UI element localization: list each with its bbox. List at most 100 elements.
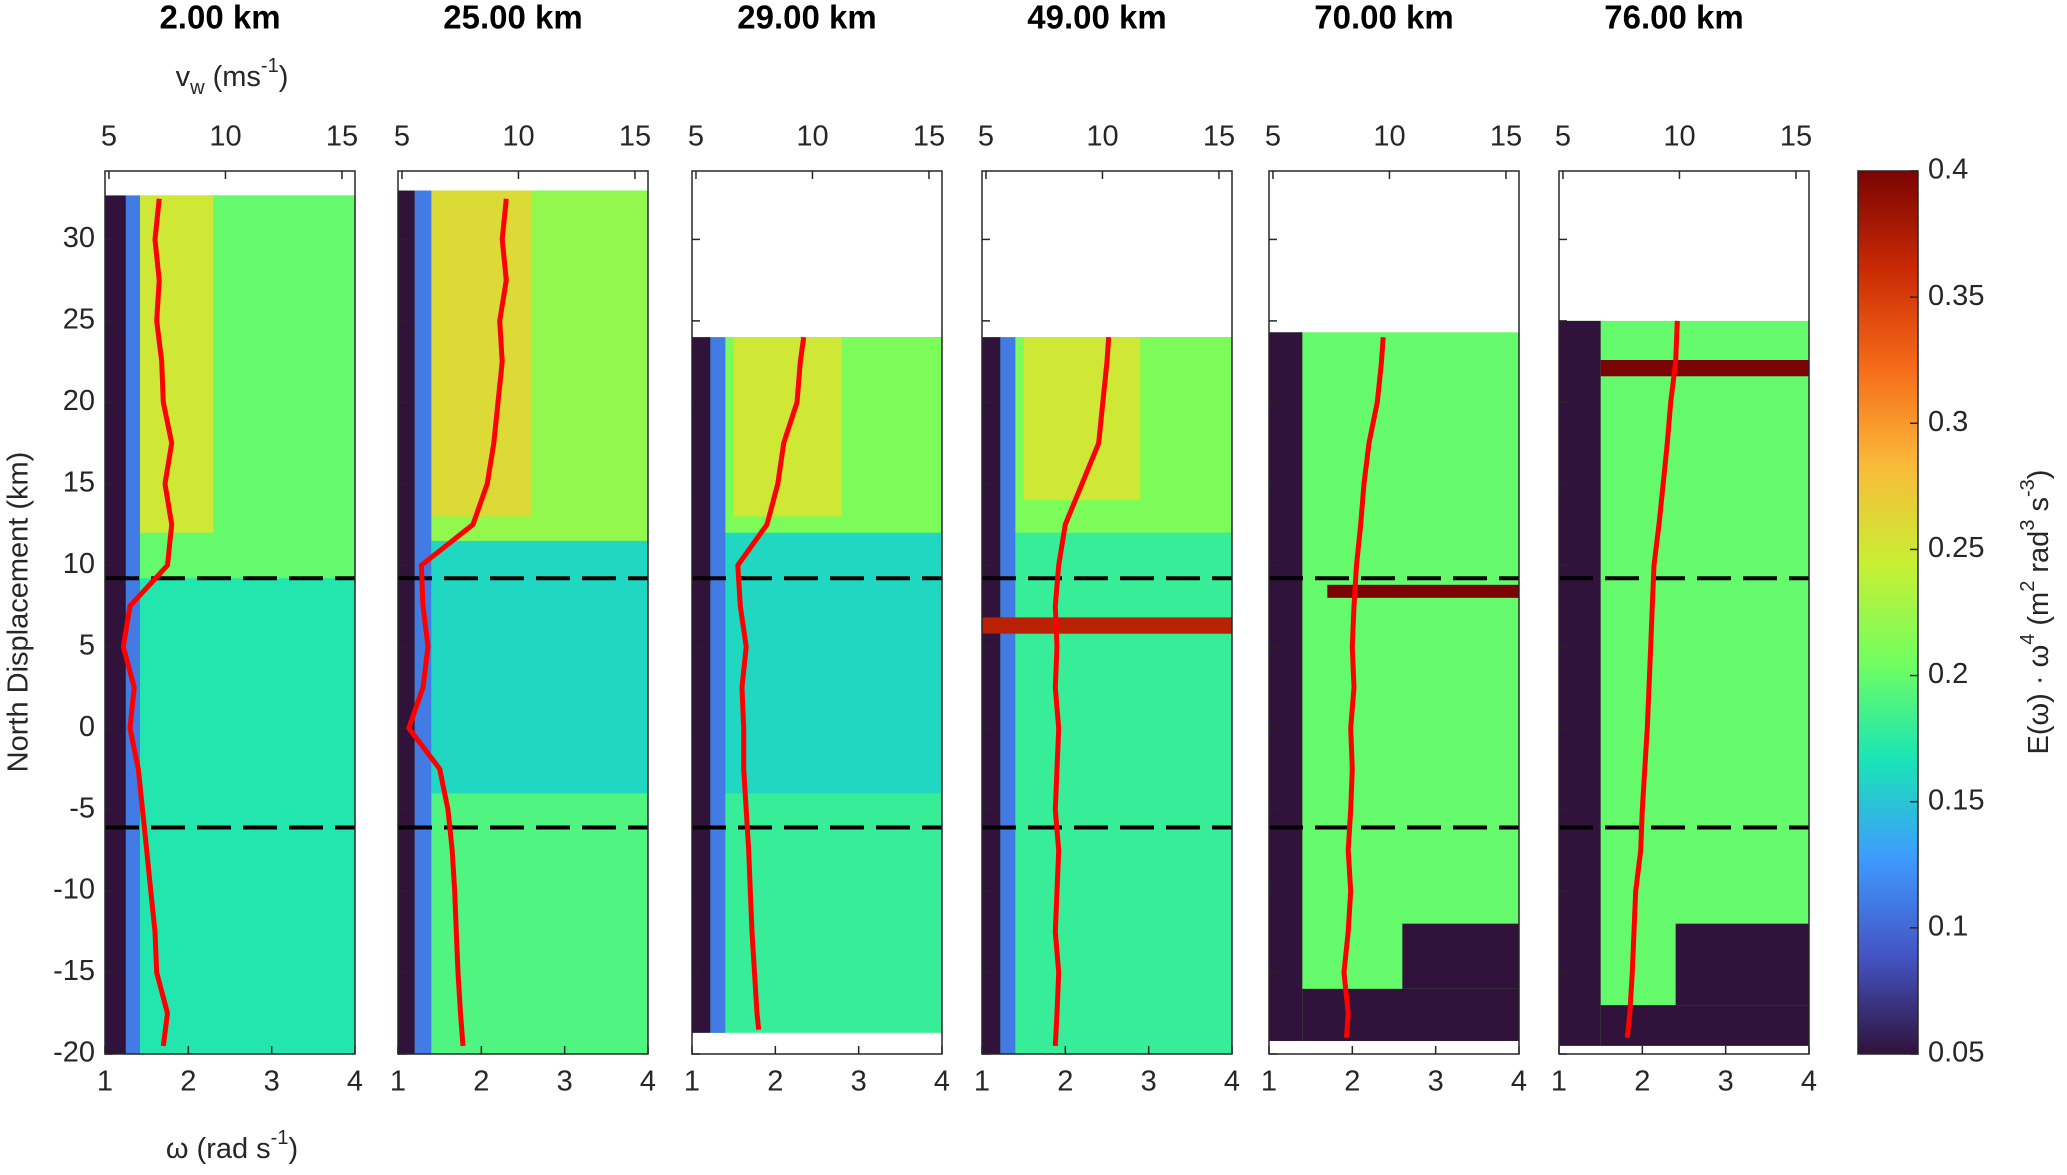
panel <box>1269 332 1519 1041</box>
label-part: (ms <box>205 61 261 93</box>
x-tick-label: 4 <box>934 1066 950 1098</box>
label-part: (m <box>2023 592 2055 634</box>
frame <box>104 170 356 1055</box>
x-tick-label: 3 <box>557 1066 573 1098</box>
x-tick-label: 1 <box>684 1066 700 1098</box>
y-tick-label: 30 <box>63 222 95 254</box>
x2-tick-label: 10 <box>1373 121 1405 153</box>
label-part: ) <box>288 1133 298 1165</box>
x-tick-label: 2 <box>180 1066 196 1098</box>
heat-zone <box>1675 923 1809 1006</box>
x2-tick-label: 5 <box>394 121 410 153</box>
x2-tick-label: 15 <box>913 121 945 153</box>
panel-title: 29.00 km <box>737 0 876 36</box>
heat-zone <box>398 190 415 1054</box>
colorbar-tick-label: 0.35 <box>1928 280 1984 312</box>
x-tick-label: 2 <box>1634 1066 1650 1098</box>
wind-line <box>406 198 509 1047</box>
y-tick-label: -15 <box>53 955 95 987</box>
label-part: E(ω) · ω <box>2023 645 2055 755</box>
panel-title: 25.00 km <box>443 0 582 36</box>
label-part: w <box>189 77 205 99</box>
heat-zone <box>1327 584 1519 598</box>
x2-tick-label: 15 <box>1490 121 1522 153</box>
colorbar-tick-label: 0.1 <box>1928 911 1968 943</box>
frame <box>397 170 649 1055</box>
frame <box>981 170 1233 1055</box>
x-tick-label: 1 <box>1551 1066 1567 1098</box>
heat-zone <box>710 337 726 1033</box>
colorbar-tick-label: 0.25 <box>1928 532 1984 564</box>
heat-zone <box>431 190 532 517</box>
heat-zone <box>982 617 1232 634</box>
heat-zone <box>1600 1005 1809 1046</box>
x2-tick-label: 15 <box>326 121 358 153</box>
panel-title: 70.00 km <box>1314 0 1453 36</box>
y-axis-label: North Displacement (km) <box>3 452 35 773</box>
label-part: v <box>176 61 191 93</box>
x2-tick-label: 15 <box>619 121 651 153</box>
y-tick-label: 15 <box>63 466 95 498</box>
colorbar-tick-label: 0.05 <box>1928 1037 1984 1069</box>
panel <box>982 337 1232 1054</box>
y-tick-label: -10 <box>53 874 95 906</box>
x2-tick-label: 10 <box>1086 121 1118 153</box>
x-tick-label: 3 <box>851 1066 867 1098</box>
y-tick-label: -20 <box>53 1037 95 1069</box>
heat-zone <box>105 195 126 1054</box>
wind-line <box>1341 337 1386 1038</box>
y-tick-label: 0 <box>79 711 95 743</box>
x2-tick-label: 5 <box>1265 121 1281 153</box>
heat-zone <box>1269 332 1303 1041</box>
x2-tick-label: 5 <box>688 121 704 153</box>
x-tick-label: 4 <box>1224 1066 1240 1098</box>
x2-tick-label: 5 <box>978 121 994 153</box>
x-tick-label: 4 <box>640 1066 656 1098</box>
label-part: ) <box>2023 470 2055 480</box>
x-tick-label: 4 <box>347 1066 363 1098</box>
frame <box>691 170 943 1055</box>
heat-zone <box>725 532 942 794</box>
label-part: 3 <box>2017 520 2039 531</box>
x2-tick-label: 10 <box>796 121 828 153</box>
label-part: s <box>2023 497 2055 520</box>
heat-zone <box>1269 332 1519 1041</box>
x-tick-label: 1 <box>97 1066 113 1098</box>
label-part: -1 <box>261 55 279 77</box>
heat-zone <box>982 337 1001 1054</box>
colorbar-tick-label: 0.15 <box>1928 784 1984 816</box>
heat-zone <box>1302 988 1519 1041</box>
label-part: 2 <box>2017 581 2039 592</box>
y-tick-label: -5 <box>69 792 95 824</box>
label-part: 4 <box>2017 634 2039 645</box>
colorbar <box>1857 170 1919 1055</box>
y-tick-label: 5 <box>79 629 95 661</box>
x2-tick-label: 10 <box>502 121 534 153</box>
x2-tick-label: 5 <box>1555 121 1571 153</box>
panel-title: 2.00 km <box>159 0 280 36</box>
colorbar-tick-label: 0.4 <box>1928 154 1968 186</box>
frame <box>1558 170 1810 1055</box>
heat-zone <box>1559 320 1601 1046</box>
colorbar-tick-label: 0.3 <box>1928 406 1968 438</box>
heat-zone <box>692 337 711 1033</box>
x2-tick-label: 15 <box>1203 121 1235 153</box>
heat-zone <box>1023 337 1141 501</box>
x2-axis-label: vw (ms-1) <box>176 55 289 99</box>
wind-line <box>1624 320 1680 1038</box>
panel <box>105 195 355 1054</box>
y-tick-label: 20 <box>63 385 95 417</box>
label-part: ω (rad s <box>166 1133 271 1165</box>
heat-zone <box>1600 359 1809 377</box>
panel-title: 49.00 km <box>1027 0 1166 36</box>
frame <box>1268 170 1520 1055</box>
label-part: -1 <box>271 1127 289 1149</box>
wind-line <box>1052 337 1112 1047</box>
y-tick-label: 10 <box>63 548 95 580</box>
wind-line <box>120 198 175 1047</box>
x-tick-label: 2 <box>473 1066 489 1098</box>
panel <box>1559 320 1809 1046</box>
x-tick-label: 1 <box>390 1066 406 1098</box>
x-tick-label: 1 <box>1261 1066 1277 1098</box>
